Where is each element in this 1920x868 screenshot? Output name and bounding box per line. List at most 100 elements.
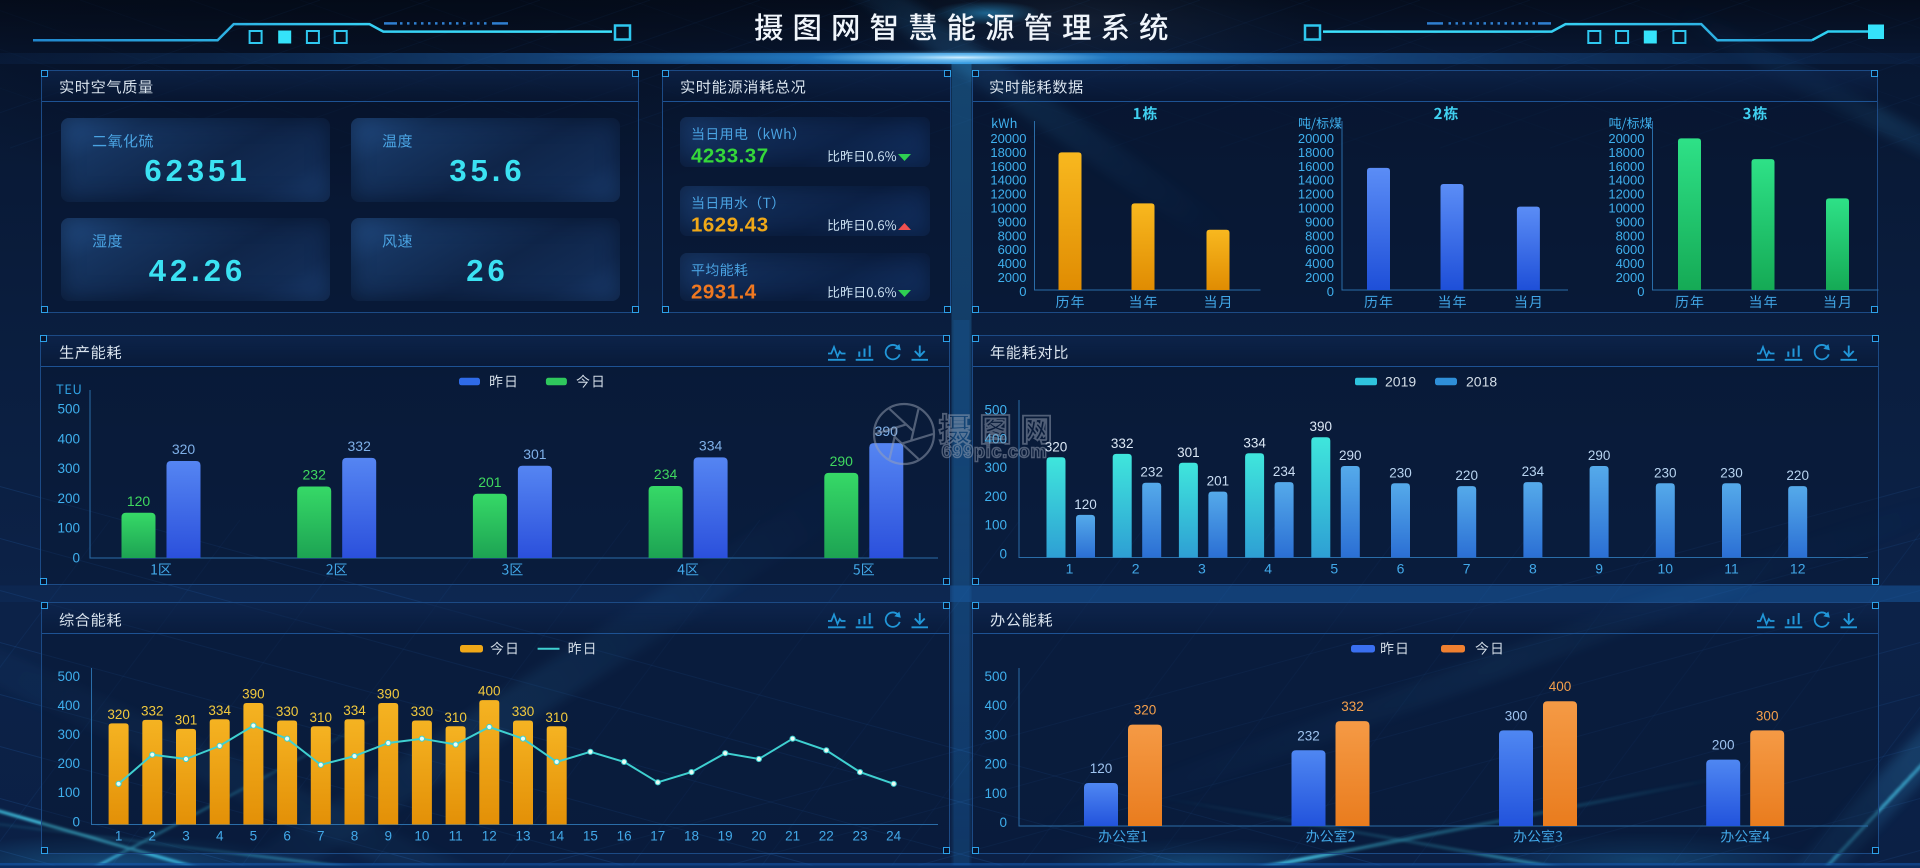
svg-text:300: 300 (984, 727, 1007, 742)
svg-text:320: 320 (107, 707, 130, 722)
svg-text:332: 332 (1111, 436, 1134, 451)
svg-text:35.6: 35.6 (449, 153, 525, 188)
svg-text:1: 1 (115, 829, 123, 844)
svg-text:18000: 18000 (990, 145, 1026, 160)
svg-text:1629.43: 1629.43 (691, 214, 769, 237)
svg-text:0: 0 (999, 815, 1007, 830)
svg-text:234: 234 (654, 466, 678, 482)
svg-text:332: 332 (1341, 699, 1364, 714)
svg-text:310: 310 (310, 710, 333, 725)
svg-text:12: 12 (482, 829, 497, 844)
svg-text:23: 23 (852, 829, 867, 844)
svg-text:120: 120 (1090, 761, 1113, 776)
svg-text:4000: 4000 (1305, 256, 1334, 271)
svg-text:2019: 2019 (1385, 374, 1416, 390)
svg-text:2: 2 (149, 829, 157, 844)
svg-text:24: 24 (886, 829, 902, 844)
svg-text:3: 3 (1198, 561, 1206, 577)
svg-text:230: 230 (1389, 465, 1412, 480)
svg-text:100: 100 (984, 786, 1007, 801)
svg-text:400: 400 (57, 698, 80, 713)
svg-text:0: 0 (999, 547, 1007, 562)
svg-text:320: 320 (172, 441, 196, 457)
svg-text:120: 120 (1074, 497, 1097, 512)
svg-text:301: 301 (175, 712, 198, 727)
svg-text:330: 330 (411, 704, 434, 719)
svg-text:332: 332 (141, 703, 164, 718)
svg-text:100: 100 (57, 785, 80, 800)
svg-text:334: 334 (343, 703, 366, 718)
svg-text:400: 400 (57, 431, 80, 446)
svg-text:400: 400 (984, 698, 1007, 713)
svg-text:14: 14 (549, 829, 565, 844)
svg-text:13: 13 (515, 829, 530, 844)
svg-text:16000: 16000 (1298, 159, 1334, 174)
svg-text:200: 200 (984, 757, 1007, 772)
svg-text:18000: 18000 (1298, 145, 1334, 160)
svg-text:12000: 12000 (1298, 187, 1334, 202)
svg-text:300: 300 (57, 727, 80, 742)
svg-text:11: 11 (449, 829, 463, 844)
svg-text:8000: 8000 (1616, 228, 1645, 243)
svg-text:9: 9 (384, 829, 392, 844)
svg-text:9000: 9000 (998, 214, 1027, 229)
svg-text:220: 220 (1786, 468, 1809, 483)
svg-text:201: 201 (1207, 474, 1230, 489)
svg-text:6: 6 (1397, 561, 1405, 577)
svg-text:19: 19 (718, 829, 733, 844)
svg-text:232: 232 (1297, 728, 1320, 743)
svg-text:310: 310 (444, 710, 467, 725)
svg-text:12: 12 (1790, 561, 1806, 577)
svg-text:310: 310 (545, 710, 568, 725)
svg-text:7: 7 (317, 829, 325, 844)
svg-text:20000: 20000 (1608, 131, 1644, 146)
svg-text:120: 120 (127, 493, 151, 509)
svg-text:62351: 62351 (144, 153, 250, 188)
svg-text:2: 2 (1132, 561, 1140, 577)
svg-text:6000: 6000 (1616, 242, 1645, 257)
svg-text:10000: 10000 (1608, 201, 1644, 216)
svg-text:0: 0 (1637, 284, 1644, 299)
svg-text:500: 500 (984, 403, 1007, 418)
svg-text:42.26: 42.26 (149, 253, 247, 288)
svg-text:6000: 6000 (998, 242, 1027, 257)
svg-text:6: 6 (283, 829, 291, 844)
svg-text:10: 10 (1658, 561, 1674, 577)
svg-text:0: 0 (72, 551, 80, 566)
svg-text:699pic.com: 699pic.com (942, 441, 1048, 462)
svg-text:330: 330 (512, 704, 535, 719)
svg-text:17: 17 (650, 829, 665, 844)
svg-text:20000: 20000 (1298, 131, 1334, 146)
svg-text:16000: 16000 (990, 159, 1026, 174)
svg-text:8: 8 (1529, 561, 1537, 577)
svg-text:100: 100 (984, 518, 1007, 533)
svg-text:334: 334 (1243, 435, 1266, 450)
svg-text:9: 9 (1595, 561, 1603, 577)
svg-text:200: 200 (57, 491, 80, 506)
svg-text:10: 10 (414, 829, 429, 844)
svg-text:8000: 8000 (998, 228, 1027, 243)
svg-text:200: 200 (1712, 738, 1735, 753)
svg-text:500: 500 (57, 402, 80, 417)
svg-text:2000: 2000 (1616, 270, 1645, 285)
svg-text:18: 18 (684, 829, 699, 844)
svg-text:300: 300 (1756, 708, 1779, 723)
svg-text:0: 0 (1019, 284, 1026, 299)
svg-text:11: 11 (1724, 561, 1739, 577)
svg-text:4: 4 (216, 829, 224, 844)
svg-text:22: 22 (819, 829, 834, 844)
svg-text:3: 3 (182, 829, 190, 844)
svg-text:332: 332 (348, 438, 372, 454)
svg-text:234: 234 (1273, 464, 1296, 479)
svg-text:9000: 9000 (1305, 214, 1334, 229)
svg-text:18000: 18000 (1608, 145, 1644, 160)
svg-text:4000: 4000 (998, 256, 1027, 271)
svg-text:5: 5 (250, 829, 258, 844)
svg-text:200: 200 (984, 489, 1007, 504)
svg-text:16: 16 (617, 829, 632, 844)
svg-text:5: 5 (1330, 561, 1338, 577)
svg-text:232: 232 (303, 467, 327, 483)
svg-text:334: 334 (699, 437, 723, 453)
svg-text:390: 390 (377, 687, 400, 702)
svg-text:301: 301 (523, 446, 547, 462)
